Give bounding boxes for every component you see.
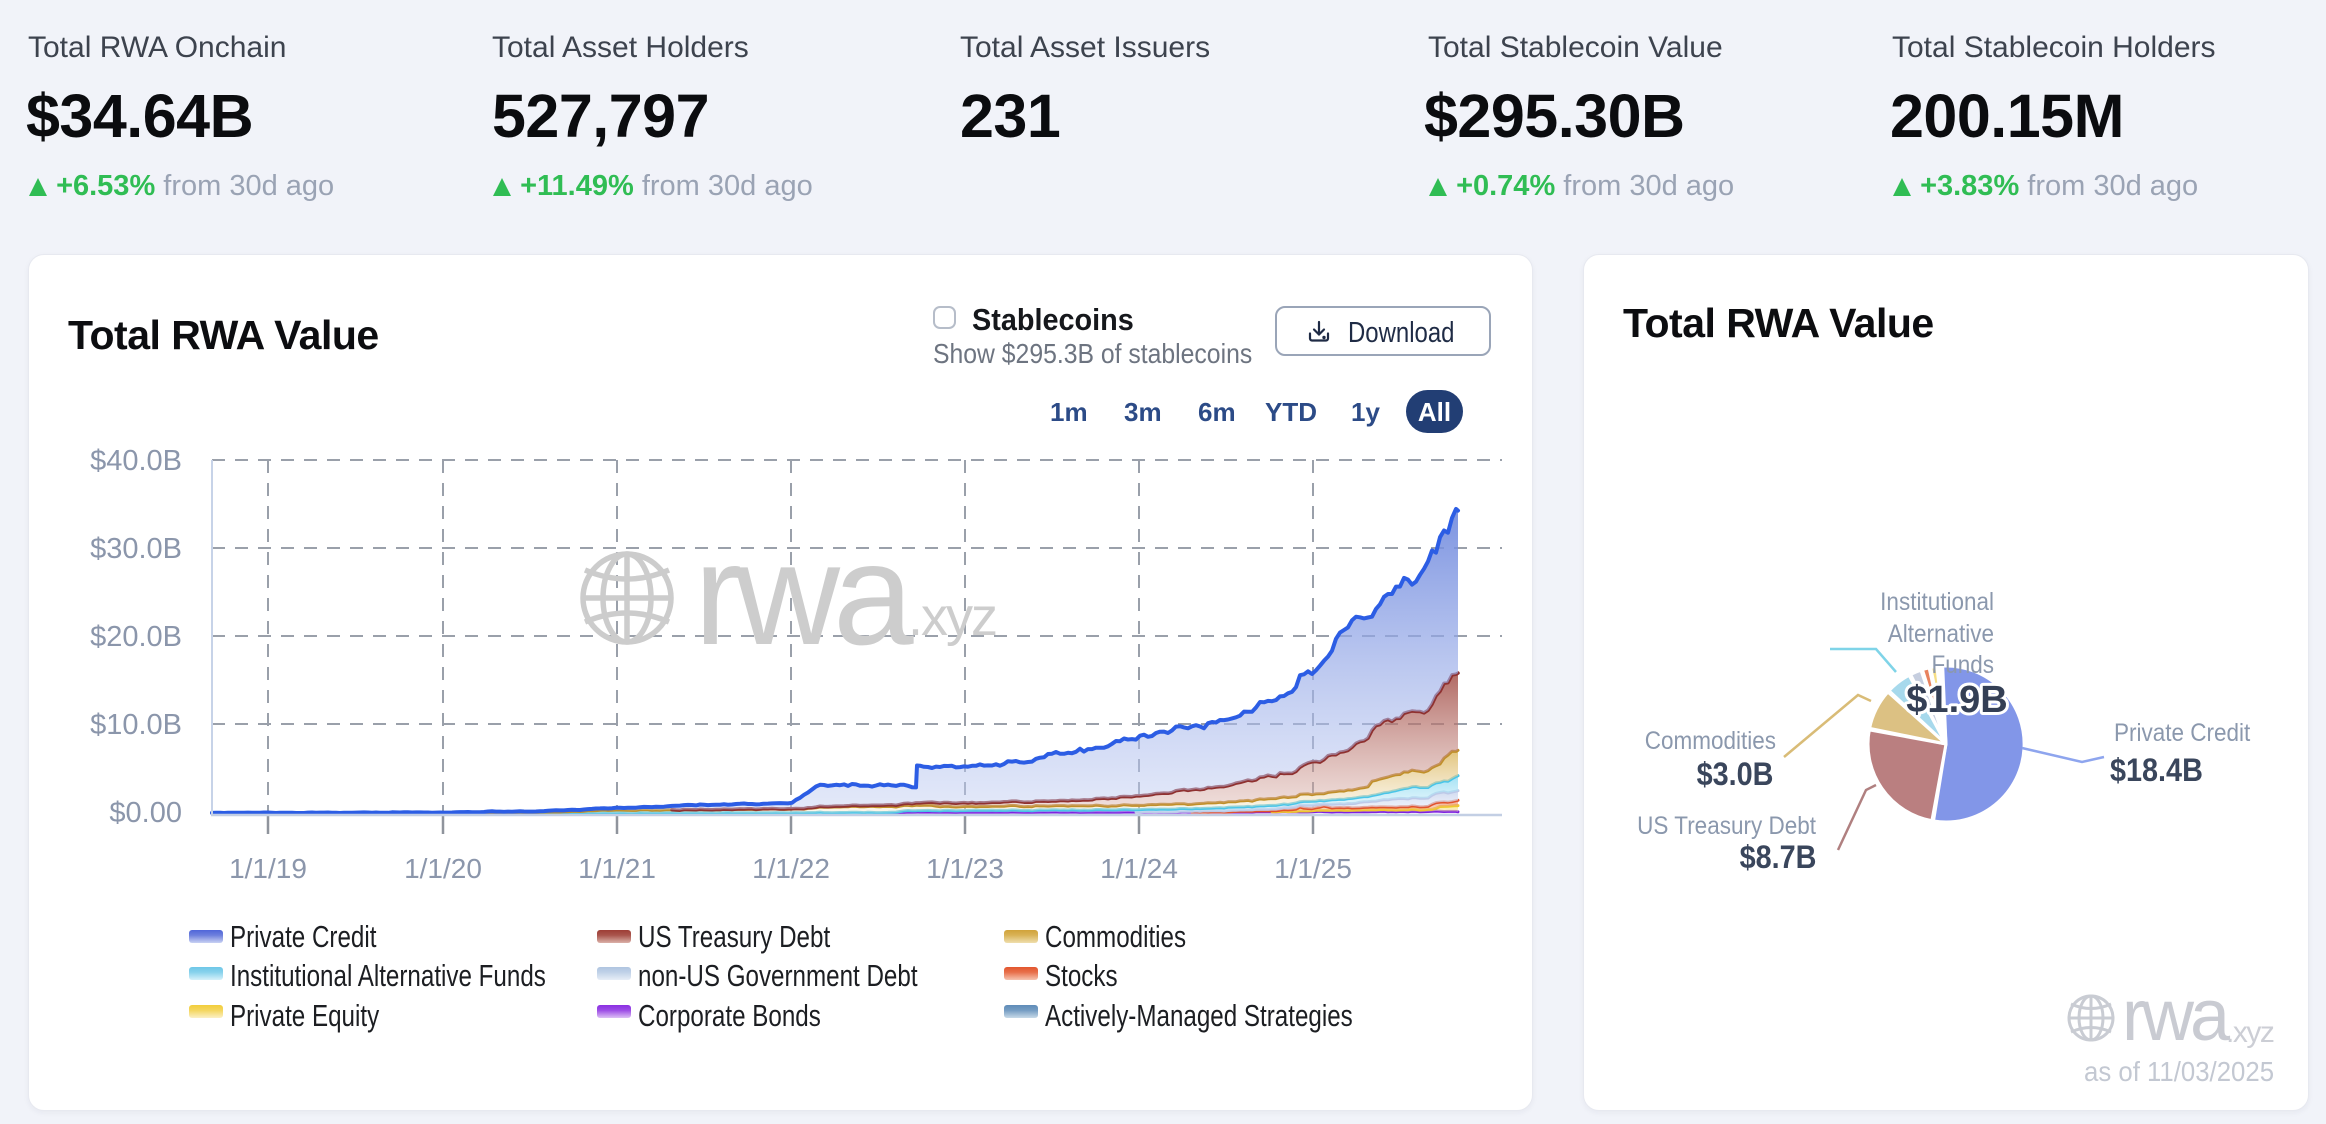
svg-text:.xyz: .xyz [908,587,996,647]
svg-text:rwa: rwa [694,513,914,675]
svg-text:$1.9B: $1.9B [1906,679,2007,721]
